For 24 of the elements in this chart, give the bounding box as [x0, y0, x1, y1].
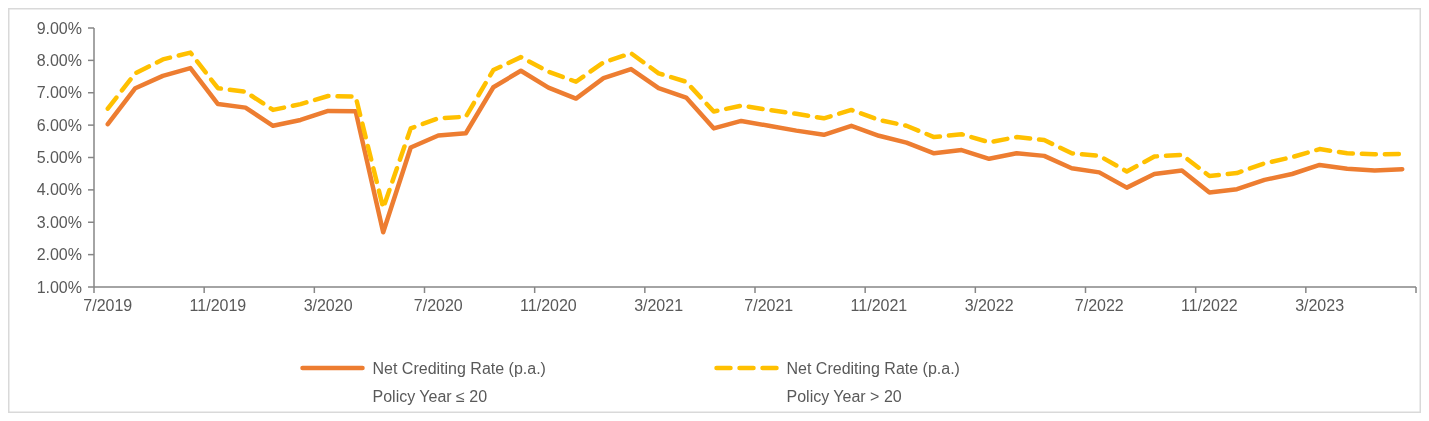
x-tick-label: 11/2022: [1181, 297, 1238, 314]
y-tick-label: 7.00%: [36, 84, 82, 102]
x-tick-label: 7/2020: [413, 297, 463, 314]
x-tick-label: 7/2021: [744, 297, 794, 314]
y-tick-label: 2.00%: [36, 246, 82, 264]
x-tick-label: 3/2023: [1295, 297, 1345, 314]
x-tick-label: 11/2019: [189, 297, 247, 314]
y-tick-label: 5.00%: [36, 149, 82, 167]
y-tick-label: 6.00%: [36, 116, 82, 134]
x-tick-label: 3/2020: [303, 297, 353, 314]
y-tick-label: 9.00%: [36, 19, 82, 37]
y-tick-label: 8.00%: [36, 51, 82, 69]
x-tick-label: 7/2019: [83, 297, 133, 314]
x-tick-label: 3/2021: [634, 297, 684, 314]
legend-label: Net Crediting Rate (p.a.) Policy Year > 20: [786, 360, 960, 405]
x-tick-label: 7/2022: [1074, 297, 1124, 314]
x-tick-label: 11/2020: [520, 297, 577, 314]
line-series: [105, 65, 1405, 235]
x-tick-label: 11/2021: [850, 297, 908, 314]
x-tick-label: 3/2022: [964, 297, 1014, 314]
y-tick-label: 3.00%: [36, 213, 82, 231]
y-tick-label: 1.00%: [36, 278, 82, 296]
legend-label: Net Crediting Rate (p.a.) Policy Year ≤ 20: [372, 360, 546, 405]
y-tick-label: 4.00%: [36, 181, 82, 199]
